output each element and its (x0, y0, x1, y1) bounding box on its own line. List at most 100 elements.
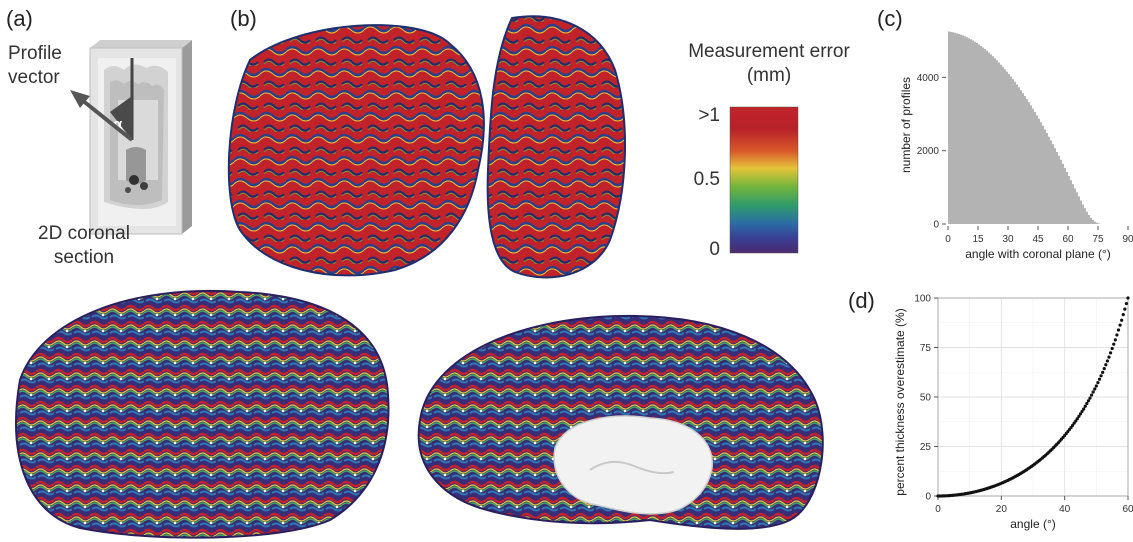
histogram-bar (970, 39, 971, 224)
histogram-bar (1024, 96, 1025, 224)
histogram-bar (1006, 72, 1007, 224)
histogram-bar (1086, 212, 1087, 224)
histogram-bar (950, 32, 951, 224)
histogram-bar (990, 54, 991, 224)
line-chart-point (1099, 374, 1102, 377)
colorbar-title-line2: (mm) (664, 64, 874, 88)
histogram-bar (1072, 184, 1073, 224)
histogram-x-tick-label: 0 (945, 234, 951, 245)
histogram-bar (1050, 140, 1051, 224)
line-chart-point (1093, 387, 1096, 390)
histogram-bar (978, 45, 979, 224)
line-chart-point (1123, 308, 1126, 311)
line-chart-point (1082, 407, 1085, 410)
histogram-bar (1034, 112, 1035, 224)
histogram-bar (1076, 192, 1077, 224)
line-chart-point (1101, 371, 1104, 374)
histogram-bar (1016, 84, 1017, 224)
line-chart-point (1112, 343, 1115, 346)
line-chart-point (1109, 351, 1112, 354)
histogram-bar (1084, 208, 1085, 224)
histogram-bar (962, 35, 963, 224)
line-chart-x-tick-label: 20 (996, 504, 1008, 515)
histogram-bar (998, 62, 999, 224)
histogram-x-tick-label: 60 (1062, 234, 1074, 245)
line-chart-point (1118, 324, 1121, 327)
histogram-bar (974, 42, 975, 224)
line-chart-x-axis-label: angle (°) (1010, 517, 1056, 531)
brain-top-left (229, 25, 484, 275)
line-chart-point (1092, 390, 1095, 393)
histogram-bar (976, 43, 977, 224)
line-chart-point (1117, 328, 1120, 331)
line-chart-point (1098, 378, 1101, 381)
histogram-bar (988, 53, 989, 224)
histogram-bar (996, 60, 997, 224)
histogram-y-tick-label: 2000 (917, 146, 940, 157)
histogram-bar (1094, 222, 1095, 224)
line-chart-point (1103, 367, 1106, 370)
colorbar-tick-min: 0 (690, 238, 720, 262)
histogram-bar (1014, 82, 1015, 224)
histogram-bar (1008, 74, 1009, 224)
line-chart-y-ticks: 0255075100 (914, 294, 938, 503)
histogram-bar (1018, 87, 1019, 224)
histogram-bar (992, 56, 993, 224)
histogram-bar (1036, 115, 1037, 224)
histogram-bar (1098, 223, 1099, 224)
histogram-bar (1022, 93, 1023, 224)
line-chart-y-tick-label: 75 (920, 343, 932, 354)
histogram-y-ticks: 0 2000 4000 (917, 73, 946, 231)
histogram-bar (948, 32, 949, 225)
line-chart-y-tick-label: 0 (925, 492, 931, 503)
line-chart-y-axis-label: percent thickness overestimate (%) (893, 308, 907, 495)
line-chart-point (1084, 405, 1087, 408)
line-chart-point (1120, 319, 1123, 322)
histogram-bar (1068, 176, 1069, 224)
brain-bottom-left (16, 291, 388, 538)
histogram-bar (1030, 105, 1031, 224)
histogram-bar (1096, 223, 1097, 224)
histogram-bar (954, 33, 955, 224)
histogram-y-tick-label: 0 (933, 220, 939, 231)
histogram-bar (1026, 99, 1027, 224)
histogram-bar (958, 34, 959, 224)
line-chart-x-ticks: 0 20 40 60 (935, 496, 1133, 515)
histogram-bar (960, 35, 961, 224)
histogram-x-tick-label: 45 (1032, 234, 1044, 245)
brain-top-right (488, 16, 625, 277)
colorbar-tick-mid: 0.5 (680, 168, 720, 192)
colorbar-title: Measurement error (mm) (664, 40, 874, 88)
histogram-bar (1058, 156, 1059, 224)
histogram-bar (1000, 65, 1001, 224)
histogram-bar (1020, 90, 1021, 224)
histogram-bar (1028, 102, 1029, 224)
line-chart-point (1095, 384, 1098, 387)
histogram-bar (1032, 109, 1033, 224)
histogram-bar (1048, 137, 1049, 224)
line-chart-x-tick-label: 0 (935, 504, 941, 515)
line-chart-point (1126, 296, 1129, 299)
histogram-bar (956, 33, 957, 224)
histogram-bar (980, 46, 981, 224)
histogram-x-tick-label: 90 (1122, 234, 1133, 245)
histogram-bar (1046, 133, 1047, 224)
line-chart-point (1122, 313, 1125, 316)
histogram-bar (1082, 205, 1083, 224)
histogram-x-tick-label: 75 (1092, 234, 1104, 245)
colorbar-tick-max: >1 (690, 104, 720, 128)
histogram-bar (1044, 129, 1045, 224)
histogram-bar (1088, 215, 1089, 224)
histogram-bar (1012, 79, 1013, 224)
line-chart-point (1115, 333, 1118, 336)
line-chart-point (1088, 396, 1091, 399)
histogram-bar (1004, 69, 1005, 224)
line-chart-point (1114, 338, 1117, 341)
histogram-y-tick-label: 4000 (917, 73, 940, 84)
line-chart-point (1107, 356, 1110, 359)
histogram-x-tick-label: 15 (972, 234, 984, 245)
line-chart-point (1087, 399, 1090, 402)
histogram-y-axis-label: number of profiles (899, 77, 913, 173)
histogram-bar (994, 58, 995, 224)
histogram-bar (982, 47, 983, 224)
